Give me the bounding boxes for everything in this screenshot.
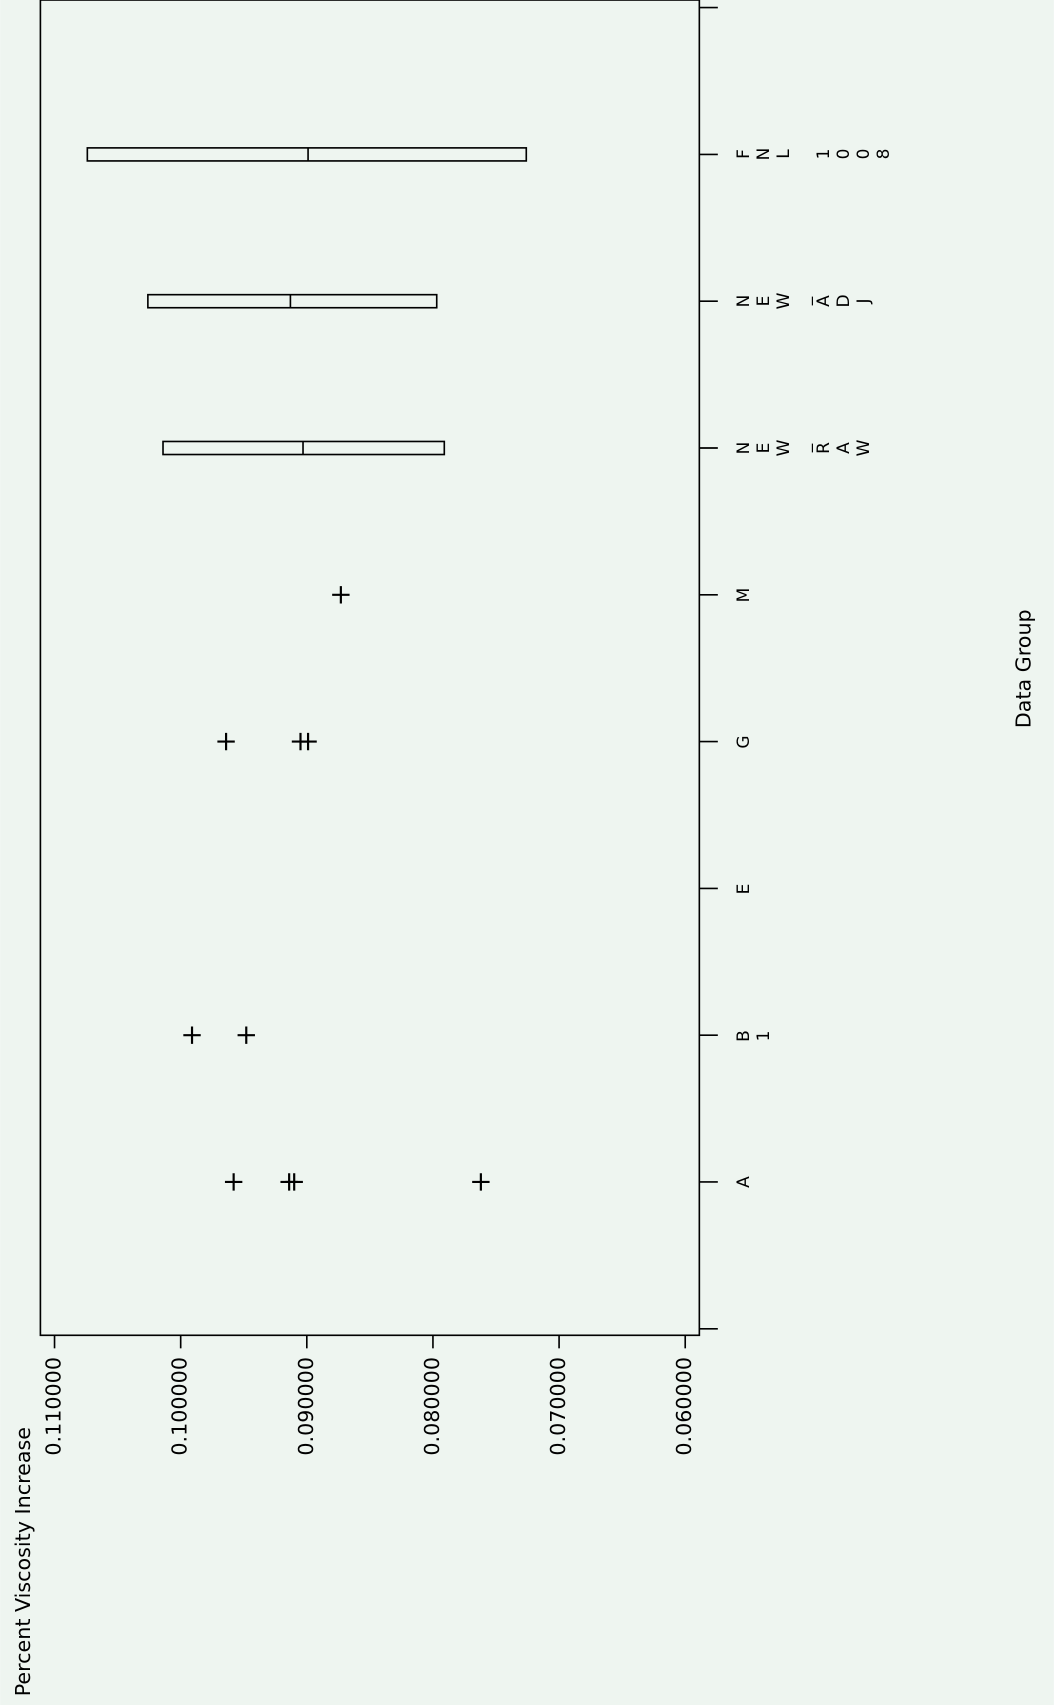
x-axis-title: Percent Viscosity Increase [11,1427,35,1696]
y-tick-label: NEW_RAW [734,438,875,459]
x-tick-label: 0.060000 [672,1357,696,1456]
x-tick-label: 0.090000 [294,1357,318,1456]
plot-frame [39,0,701,1337]
y-tick-label: B1 [734,1025,775,1046]
x-tick-label: 0.070000 [546,1357,570,1456]
point [183,1026,201,1044]
point [285,1173,303,1191]
point [237,1026,255,1044]
point [299,732,317,751]
y-axis-title: Data Group [1011,609,1035,728]
x-tick-label: 0.110000 [42,1357,66,1456]
y-tick-label: M [734,584,755,605]
y-tick-label: A [734,1172,755,1193]
point [224,1173,243,1191]
x-tick-label: 0.080000 [420,1357,444,1456]
point [472,1173,490,1191]
x-tick-label: 0.100000 [168,1357,192,1456]
point [332,586,350,604]
point [217,732,235,751]
y-tick-label: NEW_ADJ [734,291,875,312]
box [147,293,438,309]
y-tick-label: FNL 1008 [734,144,895,165]
y-tick-label: G [734,731,755,752]
y-tick-label: E [734,878,755,899]
box [86,147,528,162]
